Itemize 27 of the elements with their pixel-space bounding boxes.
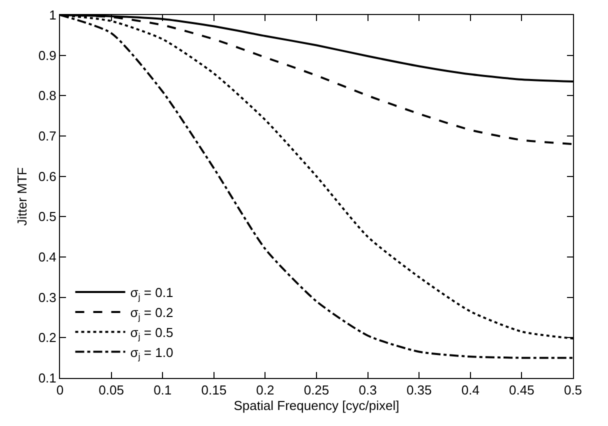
y-tick-label: 0.1 [38, 370, 56, 386]
legend-label: σ$_{j}$ = 0.5 [130, 324, 174, 342]
legend-label: σ$_{j}$ = 1.0 [130, 344, 174, 362]
x-tick-label: 0.15 [201, 382, 227, 398]
y-tick-label: 0.9 [38, 48, 56, 63]
y-tick-label: 0.7 [38, 128, 56, 144]
y-tick-label: 0.8 [38, 88, 56, 104]
y-tick-label: 0.5 [38, 209, 56, 224]
legend-label: σ$_{j}$ = 0.1 [130, 285, 174, 302]
x-tick-label: 0.4 [461, 382, 480, 398]
legend-label: σ$_{j}$ = 0.2 [130, 305, 174, 322]
x-tick-label: 0.2 [256, 382, 274, 398]
x-tick-label: 0 [56, 382, 64, 398]
y-tick-label: 0.2 [38, 330, 56, 346]
x-tick-label: 0.1 [154, 382, 172, 398]
x-tick-label: 0.45 [509, 382, 534, 398]
y-tick-label: 0.6 [38, 168, 56, 184]
x-tick-label: 0.05 [98, 382, 124, 398]
y-tick-label: 1 [49, 8, 56, 23]
x-tick-label: 0.5 [564, 382, 582, 398]
y-tick-label: 0.3 [38, 290, 56, 305]
x-tick-label: 0.35 [406, 382, 432, 398]
y-tick-label: 0.4 [38, 250, 56, 265]
y-axis-title: Jitter MTF [14, 167, 30, 226]
x-tick-label: 0.25 [304, 382, 330, 398]
x-axis-title: Spatial Frequency [cyc/pixel] [234, 398, 400, 414]
x-tick-label: 0.3 [358, 382, 377, 398]
